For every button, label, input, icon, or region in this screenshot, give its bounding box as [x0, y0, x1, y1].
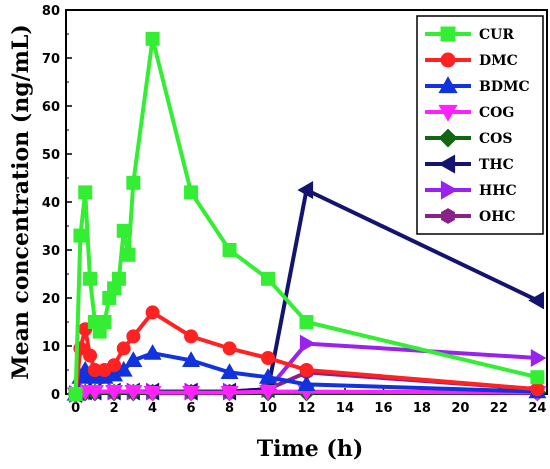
- data-point-thc: [528, 291, 544, 310]
- data-point-cur: [299, 315, 314, 329]
- x-axis-title: Time (h): [257, 436, 363, 462]
- data-point-cog: [124, 385, 143, 401]
- legend-marker: [438, 154, 456, 174]
- x-tick-label: 4: [148, 401, 157, 416]
- data-point-bdmc: [220, 363, 239, 379]
- legend-item-cos: COS: [425, 128, 512, 148]
- series-cur: [68, 31, 545, 401]
- y-tick-label: 30: [42, 244, 60, 259]
- y-tick-label: 60: [42, 100, 60, 115]
- data-point-bdmc: [124, 351, 143, 367]
- legend-item-dmc: DMC: [425, 52, 518, 69]
- legend-label: COG: [479, 105, 514, 121]
- data-point-cog: [85, 385, 104, 401]
- data-point-cur: [116, 223, 131, 238]
- legend-label: DMC: [479, 53, 518, 69]
- x-tick-label: 10: [259, 401, 277, 416]
- data-point-bdmc: [182, 351, 201, 367]
- y-tick-label: 80: [42, 4, 60, 19]
- legend-label: OHC: [479, 209, 516, 225]
- series-dmc: [68, 305, 545, 401]
- legend-label: HHC: [479, 183, 517, 199]
- data-point-dmc: [145, 305, 160, 320]
- legend-item-bdmc: BDMC: [425, 76, 530, 95]
- x-tick-label: 6: [187, 401, 196, 416]
- data-point-cur: [68, 387, 83, 401]
- x-tick-label: 20: [451, 401, 469, 416]
- legend-label: CUR: [479, 27, 514, 43]
- legend-marker: [440, 26, 456, 42]
- x-tick-label: 0: [71, 401, 80, 416]
- data-point-cog: [143, 386, 162, 402]
- data-point-hhc: [299, 334, 316, 353]
- x-tick-label: 8: [225, 401, 234, 416]
- series-group: [66, 31, 547, 404]
- data-point-dmc: [116, 341, 131, 356]
- legend-label: THC: [479, 157, 514, 173]
- data-point-dmc: [184, 329, 199, 344]
- legend-item-ohc: OHC: [425, 208, 516, 225]
- x-tick-label: 14: [336, 401, 354, 416]
- data-point-dmc: [126, 329, 141, 344]
- data-point-dmc: [299, 363, 314, 377]
- legend-marker: [441, 208, 455, 224]
- y-tick-label: 0: [51, 388, 60, 403]
- x-tick-label: 22: [490, 401, 508, 416]
- data-point-cur: [78, 185, 93, 200]
- legend-marker: [438, 104, 458, 122]
- data-point-bdmc: [143, 344, 162, 360]
- y-axis-title: Mean concentration (ng/mL): [8, 24, 34, 380]
- x-tick-label: 18: [413, 401, 431, 416]
- data-point-cur: [222, 243, 237, 257]
- x-tick-label: 16: [374, 401, 392, 416]
- legend-item-thc: THC: [425, 154, 514, 174]
- data-point-dmc: [107, 358, 122, 373]
- data-point-cur: [97, 315, 112, 329]
- data-point-cur: [184, 185, 199, 200]
- legend: CUR DMC BDMC COG COS THC HHC OHC: [416, 15, 544, 235]
- legend-item-hhc: HHC: [425, 180, 517, 200]
- legend-box: [416, 15, 544, 235]
- data-point-cog: [259, 385, 277, 401]
- data-point-cur: [111, 271, 126, 286]
- legend-marker: [440, 180, 458, 200]
- data-point-cur: [83, 271, 98, 286]
- data-point-cur: [530, 370, 545, 385]
- y-tick-label: 10: [42, 340, 60, 355]
- x-tick-label: 12: [297, 401, 315, 416]
- legend-marker: [438, 76, 458, 94]
- data-point-dmc: [530, 382, 545, 397]
- y-tick-label: 50: [42, 148, 60, 163]
- y-tick-label: 70: [42, 52, 60, 67]
- legend-marker: [440, 52, 456, 68]
- data-point-hhc: [530, 349, 547, 367]
- data-point-bdmc: [297, 375, 316, 391]
- data-point-bdmc: [259, 368, 277, 384]
- y-tick-label: 40: [42, 196, 60, 211]
- data-point-dmc: [222, 341, 237, 356]
- data-point-thc: [297, 181, 314, 199]
- data-point-cur: [121, 247, 136, 262]
- legend-marker: [438, 128, 458, 148]
- data-point-cur: [261, 271, 276, 286]
- data-point-cog: [220, 386, 239, 402]
- data-point-cur: [126, 175, 141, 190]
- x-tick-label: 24: [528, 401, 546, 416]
- data-point-dmc: [83, 348, 98, 363]
- data-point-cog: [182, 386, 201, 402]
- data-point-cur: [145, 31, 160, 46]
- data-point-cog: [105, 385, 124, 401]
- legend-label: COS: [479, 131, 512, 147]
- data-point-cur: [73, 228, 88, 243]
- x-tick-label: 2: [110, 401, 119, 416]
- y-tick-label: 20: [42, 292, 60, 307]
- legend-item-cur: CUR: [425, 26, 514, 43]
- data-point-dmc: [261, 351, 276, 365]
- legend-label: BDMC: [479, 79, 530, 95]
- legend-item-cog: COG: [425, 104, 514, 122]
